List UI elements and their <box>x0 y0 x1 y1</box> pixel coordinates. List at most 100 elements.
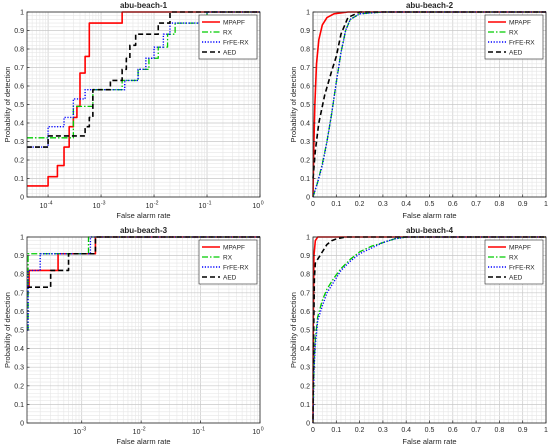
x-tick-label: 10-2 <box>146 201 159 211</box>
x-tick-label: 10-1 <box>192 427 205 437</box>
x-axis-label: False alarm rate <box>116 211 170 220</box>
y-tick-label: 0.5 <box>300 102 310 109</box>
roc-panel-3: 0 0.1 0.2 0.3 0.4 0.5 0.6 0.7 0.8 0.9 1 10-3 10-2 10-… <box>3 226 264 446</box>
x-tick-label: 10-4 <box>40 201 53 211</box>
roc-panel-4: 0 0.1 0.2 0.3 0.4 0.5 0.6 0.7 0.8 0.9 1 0 0.1 0.2 0.3 0… <box>289 226 548 446</box>
series-line-rx <box>27 11 260 139</box>
y-tick-label: 0.8 <box>300 47 310 54</box>
legend-label: FrFE-RX <box>223 40 249 47</box>
legend-label: AED <box>223 50 237 57</box>
x-tick-label: 0.6 <box>448 201 458 208</box>
legend-label: RX <box>223 30 233 37</box>
series-line-aed <box>27 236 260 289</box>
x-tick-label: 0.4 <box>401 201 411 208</box>
y-tick-label: 0.2 <box>300 158 310 165</box>
series-line-rx <box>312 236 546 424</box>
y-tick-label: 0.9 <box>14 28 24 35</box>
x-tick-label: 0.2 <box>355 201 365 208</box>
legend-label: FrFE-RX <box>223 265 249 272</box>
legend-label: RX <box>509 30 519 37</box>
x-tick-label: 100 <box>252 427 263 437</box>
y-tick-label: 0.6 <box>300 84 310 91</box>
y-tick-label: 0.5 <box>300 328 310 335</box>
y-axis-label: Probability of detection <box>3 67 12 143</box>
y-tick-label: 0.6 <box>14 84 24 91</box>
y-tick-label: 0.7 <box>300 65 310 72</box>
y-tick-label: 1 <box>20 235 24 242</box>
y-tick-label: 0.9 <box>300 28 310 35</box>
chart-title: abu-beach-1 <box>120 1 168 10</box>
x-tick-label: 1 <box>544 201 548 208</box>
y-axis-label: Probability of detection <box>3 292 12 368</box>
legend-label: AED <box>223 275 237 282</box>
x-tick-label: 0.1 <box>331 201 341 208</box>
x-tick-label: 0.6 <box>448 427 458 434</box>
y-tick-label: 0.3 <box>300 365 310 372</box>
y-tick-label: 0.7 <box>14 290 24 297</box>
y-tick-label: 0.1 <box>14 176 24 183</box>
x-tick-label: 0.1 <box>331 427 341 434</box>
chart-title: abu-beach-4 <box>406 226 454 235</box>
legend-label: FrFE-RX <box>509 40 535 47</box>
y-tick-label: 1 <box>306 235 310 242</box>
x-tick-label: 0.7 <box>471 427 481 434</box>
legend-label: FrFE-RX <box>509 265 535 272</box>
y-tick-label: 0 <box>20 421 24 428</box>
legend: MPAPF RX FrFE-RX AED <box>484 14 544 60</box>
legend-label: MPAPF <box>509 245 531 252</box>
y-tick-label: 0.7 <box>300 290 310 297</box>
roc-panel-1: 0 0.1 0.2 0.3 0.4 0.5 0.6 0.7 0.8 0.9 1 10-4 10-3 10-… <box>3 1 264 220</box>
x-tick-label: 0.7 <box>471 201 481 208</box>
y-tick-label: 0 <box>306 421 310 428</box>
y-tick-label: 0.5 <box>14 328 24 335</box>
legend: MPAPF RX FrFE-RX AED <box>198 14 258 60</box>
x-tick-label: 0.9 <box>518 201 528 208</box>
legend-label: RX <box>509 255 519 262</box>
legend-label: RX <box>223 255 233 262</box>
series-line-frfe-rx <box>27 11 260 148</box>
x-tick-label: 0.5 <box>425 427 435 434</box>
series-line-mpapf <box>312 11 546 198</box>
x-axis-label: False alarm rate <box>402 211 456 220</box>
x-tick-label: 0 <box>311 201 315 208</box>
x-axis-label: False alarm rate <box>116 437 170 446</box>
x-tick-label: 0.2 <box>355 427 365 434</box>
chart-title: abu-beach-2 <box>406 1 454 10</box>
series-line-aed <box>312 236 546 420</box>
x-tick-label: 0.8 <box>495 201 505 208</box>
y-axis-label: Probability of detection <box>289 292 298 368</box>
legend: MPAPF RX FrFE-RX AED <box>198 239 258 285</box>
y-tick-label: 0.1 <box>300 176 310 183</box>
y-tick-label: 1 <box>306 10 310 17</box>
x-tick-label: 0.8 <box>495 427 505 434</box>
y-tick-label: 0.2 <box>14 158 24 165</box>
y-tick-label: 0.2 <box>14 383 24 390</box>
y-tick-label: 0.6 <box>300 309 310 316</box>
y-tick-label: 0.1 <box>300 402 310 409</box>
y-tick-label: 0.8 <box>14 272 24 279</box>
y-tick-label: 0.8 <box>300 272 310 279</box>
series-line-mpapf <box>27 11 260 187</box>
y-tick-label: 0.8 <box>14 47 24 54</box>
x-tick-label: 0.3 <box>378 427 388 434</box>
y-tick-label: 0.9 <box>300 253 310 260</box>
y-tick-label: 0.4 <box>14 121 24 128</box>
y-tick-label: 0.2 <box>300 383 310 390</box>
x-tick-label: 0.3 <box>378 201 388 208</box>
x-tick-label: 10-1 <box>199 201 212 211</box>
x-tick-label: 0.9 <box>518 427 528 434</box>
y-tick-label: 0.3 <box>300 139 310 146</box>
legend: MPAPF RX FrFE-RX AED <box>484 239 544 285</box>
y-axis-label: Probability of detection <box>289 67 298 143</box>
y-tick-label: 0.4 <box>300 121 310 128</box>
y-tick-label: 0.1 <box>14 402 24 409</box>
x-tick-label: 10-2 <box>133 427 146 437</box>
x-axis-label: False alarm rate <box>402 437 456 446</box>
series-line-frfe-rx <box>312 11 546 198</box>
x-tick-label: 10-3 <box>73 427 86 437</box>
y-tick-label: 0.3 <box>14 365 24 372</box>
x-tick-label: 1 <box>544 427 548 434</box>
legend-label: AED <box>509 275 523 282</box>
series-line-aed <box>312 11 546 179</box>
chart-title: abu-beach-3 <box>120 226 168 235</box>
